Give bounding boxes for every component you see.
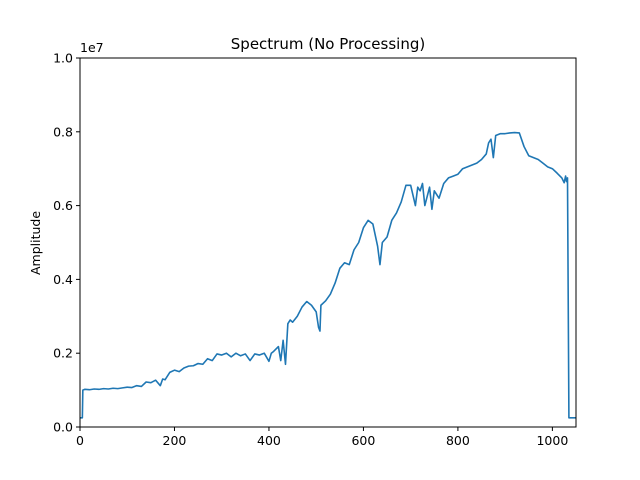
y-tick-label: 0.8 <box>53 124 73 139</box>
x-tick-label: 0 <box>76 433 84 448</box>
x-tick-label: 800 <box>446 433 470 448</box>
x-tick-label: 400 <box>257 433 281 448</box>
chart-title: Spectrum (No Processing) <box>231 35 425 53</box>
y-axis-offset-label: 1e7 <box>80 40 104 55</box>
y-tick-label: 0.0 <box>53 420 73 435</box>
series-line-0 <box>80 131 576 419</box>
axes-frame <box>79 57 577 428</box>
y-tick-label: 0.6 <box>53 198 73 213</box>
y-tick-label: 0.4 <box>53 272 73 287</box>
plot-area: 0 200 400 600 800 1000 0.0 0.2 0.4 0.6 0.8 1.0 <box>53 51 576 448</box>
y-tick-label: 0.2 <box>53 346 73 361</box>
x-tick-label: 200 <box>163 433 187 448</box>
y-axis-label: Amplitude <box>28 211 43 275</box>
y-tick-label: 1.0 <box>53 51 73 66</box>
x-tick-label: 600 <box>351 433 375 448</box>
x-tick-label: 1000 <box>536 433 568 448</box>
